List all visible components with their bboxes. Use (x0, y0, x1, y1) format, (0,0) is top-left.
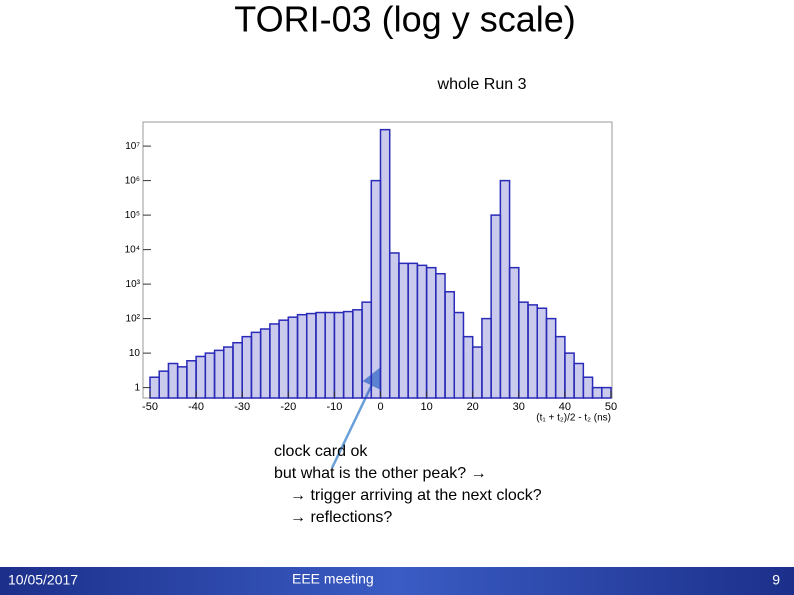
annotation: clock card ok (274, 443, 368, 460)
bar (508, 266, 520, 399)
x-tick-label: 20 (467, 401, 479, 413)
bar (269, 323, 280, 399)
annotation: → trigger arriving at the next clock? (290, 487, 542, 504)
y-tick-label: 10⁵ (125, 210, 140, 221)
bar (444, 291, 456, 399)
bar (398, 262, 409, 399)
arrow (330, 367, 381, 469)
bar (435, 272, 446, 399)
bar (342, 310, 354, 399)
bar (278, 319, 290, 399)
annotations: clock card ok but what is the other peak?… (274, 443, 542, 526)
x-tick-label: -20 (280, 401, 296, 413)
x-tick-label: -40 (188, 401, 204, 413)
bar (462, 335, 474, 399)
bar (195, 355, 207, 399)
bar (315, 311, 326, 399)
y-tick-label: 10⁶ (125, 175, 140, 186)
bar (333, 311, 345, 399)
y-tick-label: 10² (126, 313, 141, 324)
bar (490, 214, 502, 399)
y-tick-label: 10⁷ (125, 141, 140, 152)
y-tick-label: 10⁴ (125, 244, 140, 255)
bar (296, 313, 308, 399)
bar (223, 346, 234, 399)
bar (176, 366, 188, 399)
bar (232, 341, 243, 399)
bar (259, 328, 271, 399)
bar (149, 376, 160, 399)
x-tick-label: 40 (559, 401, 571, 413)
x-axis-label: (t₁ + t₂)/2 - t₂ (ns) (536, 413, 611, 424)
bar (591, 386, 603, 399)
bar (481, 317, 492, 399)
bar (527, 304, 538, 399)
bar (287, 316, 299, 399)
x-tick-label: -50 (142, 401, 158, 413)
bar (305, 312, 317, 399)
bar (545, 317, 557, 399)
bar (564, 352, 575, 399)
bar (518, 301, 529, 399)
bar (167, 362, 179, 399)
annotation: → reflections? (290, 509, 392, 526)
bar (554, 335, 566, 399)
bar (379, 128, 391, 399)
bar (213, 349, 225, 399)
bar (536, 307, 548, 399)
chart-subtitle: whole Run 3 (437, 76, 527, 93)
bar (158, 370, 170, 399)
bar (352, 309, 363, 399)
bar (250, 331, 262, 399)
bar (204, 352, 216, 399)
bar (186, 360, 197, 399)
footer-page: 9 (772, 572, 780, 588)
bar (370, 179, 382, 399)
bar (499, 179, 511, 399)
footer-date: 10/05/2017 (8, 572, 78, 588)
x-tick-label: -10 (326, 401, 342, 413)
x-tick-label: 30 (513, 401, 525, 413)
slide-title: TORI-03 (log y scale) (234, 0, 575, 40)
plot-frame (142, 121, 613, 399)
bar (416, 264, 428, 399)
bar (453, 311, 465, 399)
footer-meeting: EEE meeting (292, 571, 374, 587)
y-tick-label: 1 (134, 382, 140, 393)
bar (582, 376, 594, 399)
bar (425, 266, 437, 399)
x-tick-label: 10 (420, 401, 432, 413)
x-tick-label: 50 (605, 401, 617, 413)
bar (361, 301, 373, 399)
x-tick-label: -30 (234, 401, 250, 413)
bar (388, 252, 400, 399)
y-tick-label: 10³ (126, 279, 141, 290)
bar (407, 262, 419, 399)
bar (601, 386, 612, 399)
bar (573, 362, 585, 399)
annotation: but what is the other peak? → (274, 465, 487, 482)
y-tick-label: 10 (129, 348, 141, 359)
bar (324, 311, 336, 399)
bar (241, 335, 253, 399)
x-tick-label: 0 (377, 401, 383, 413)
footer-bar (0, 567, 794, 595)
bar (471, 346, 483, 399)
